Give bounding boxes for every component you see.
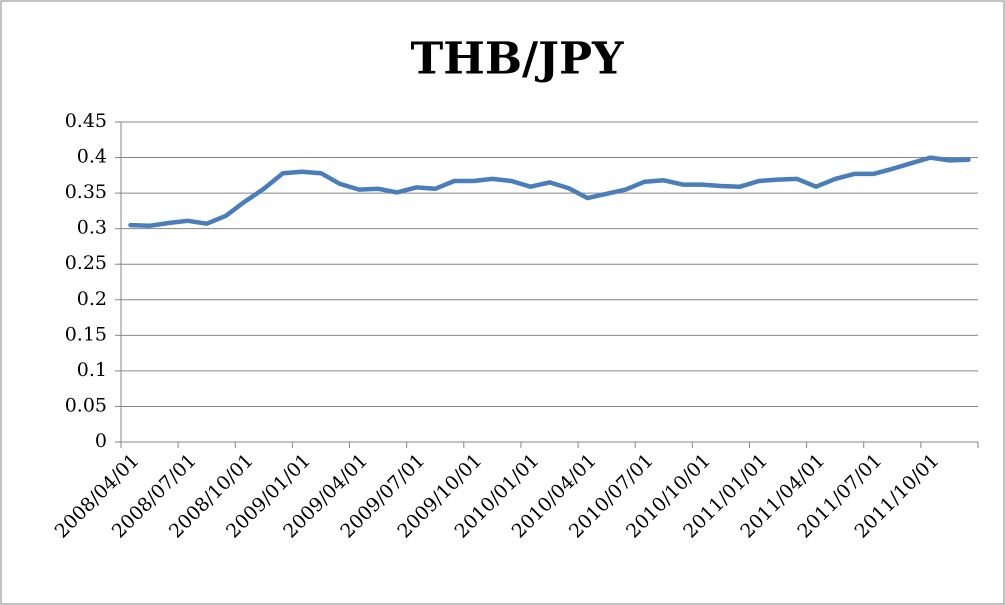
y-tick-label: 0.3 xyxy=(77,217,107,239)
line-series xyxy=(128,155,971,229)
y-tick-label: 0 xyxy=(95,430,107,452)
y-tick-label: 0.4 xyxy=(77,146,107,168)
chart-title: THB/JPY xyxy=(411,34,624,85)
y-tick-label: 0.25 xyxy=(65,252,107,274)
y-tick-label: 0.35 xyxy=(65,181,107,203)
y-tick-label: 0.1 xyxy=(77,359,107,381)
y-tick-label: 0.45 xyxy=(65,110,107,132)
y-tick-label: 0.05 xyxy=(65,394,107,416)
y-tick-label: 0.15 xyxy=(65,323,107,345)
y-tick-label: 0.2 xyxy=(77,288,107,310)
